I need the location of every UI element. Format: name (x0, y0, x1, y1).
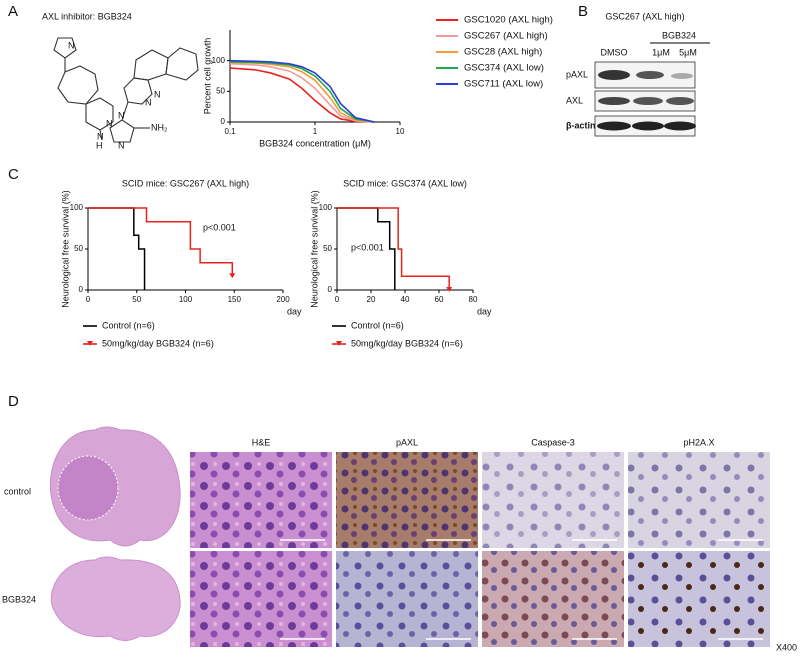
legend-label: 50mg/kg/day BGB324 (n=6) (351, 338, 463, 348)
censor-marker (446, 287, 453, 292)
row-label: pAXL (566, 69, 588, 79)
annotation: p<0.001 (203, 222, 236, 232)
y-tick-label: 50 (74, 244, 83, 253)
annotation: p<0.001 (351, 242, 384, 252)
atom-label: N (106, 118, 113, 128)
survival-curve (88, 207, 234, 277)
row-label: control (4, 486, 31, 496)
x-tick-label: 0 (86, 295, 91, 304)
x-tick-label: 40 (401, 295, 410, 304)
lane-label: 1μM (652, 47, 670, 57)
column-label: H&E (252, 437, 271, 447)
y-tick-label: 100 (212, 56, 226, 65)
panel-label: C (8, 166, 19, 183)
magnification: X400 (776, 642, 797, 652)
blot-treatment: BGB324 (662, 30, 696, 40)
lane-label: 5μM (679, 47, 697, 57)
x-axis-label: BGB324 concentration (μM) (259, 138, 371, 148)
atom-label: N (154, 89, 161, 99)
axis (87, 208, 283, 291)
legend-label: 50mg/kg/day BGB324 (n=6) (102, 338, 214, 348)
x-tick-label: 150 (228, 295, 242, 304)
row-label: AXL (566, 95, 583, 105)
y-tick-label: 0 (221, 117, 226, 126)
line (229, 61, 375, 123)
panel-label: A (8, 3, 18, 20)
x-tick-label: 50 (132, 295, 141, 304)
y-tick-label: 0 (328, 285, 333, 294)
x-tick-label: 0.1 (224, 127, 236, 136)
y-axis-label: Neurological free survival (%) (309, 190, 319, 308)
column-label: pH2A.X (683, 437, 714, 447)
legend-marker (87, 341, 93, 346)
legend-label: Control (n=6) (102, 320, 155, 330)
y-tick-label: 100 (319, 203, 333, 212)
chart-title: SCID mice: GSC267 (AXL high) (122, 178, 249, 188)
panel-label: D (8, 393, 19, 410)
line (229, 67, 375, 123)
panel-label: B (578, 3, 588, 20)
x-tick-label: 100 (179, 295, 193, 304)
y-axis-label: Percent cell growth (202, 38, 212, 115)
atom-label: NH₂ (151, 122, 168, 132)
legend-label: GSC711 (AXL low) (464, 79, 543, 90)
x-tick-label: 60 (435, 295, 444, 304)
row-label: β-actin (566, 120, 596, 130)
y-tick-label: 0 (79, 285, 84, 294)
x-tick-label: 1 (313, 127, 318, 136)
line (229, 59, 375, 123)
y-axis-label: Neurological free survival (%) (60, 190, 70, 308)
line (229, 62, 375, 123)
line (229, 61, 375, 123)
x-tick-label: 10 (396, 127, 405, 136)
legend-label: GSC1020 (AXL high) (464, 15, 553, 26)
x-tick-label: 0 (335, 295, 340, 304)
x-tick-label: 20 (367, 295, 376, 304)
lane-label: DMSO (601, 47, 628, 57)
structure-title: AXL inhibitor: BGB324 (42, 11, 132, 21)
atom-label: N (118, 110, 125, 120)
atom-label: N (97, 131, 104, 141)
blot-title: GSC267 (AXL high) (605, 11, 684, 21)
brain-section (49, 426, 181, 641)
chemical-structure (53, 37, 199, 143)
x-tick-label: 80 (469, 295, 478, 304)
survival-curve (88, 207, 146, 290)
atom-label: N (118, 140, 125, 150)
x-axis-label: day (477, 306, 492, 316)
column-label: pAXL (396, 437, 418, 447)
survival-curve (337, 207, 450, 290)
blot (594, 61, 696, 137)
y-tick-label: 50 (323, 244, 332, 253)
chart-title: SCID mice: GSC374 (AXL low) (343, 178, 467, 188)
micrographs (190, 452, 770, 647)
legend-label: GSC374 (AXL low) (464, 63, 544, 74)
legend-label: GSC267 (AXL high) (464, 31, 548, 42)
censor-marker (229, 273, 236, 279)
x-axis-label: day (287, 306, 302, 316)
legend-marker (336, 341, 342, 346)
legend-label: Control (n=6) (351, 320, 404, 330)
legend-label: GSC28 (AXL high) (464, 47, 542, 58)
atom-label: N (68, 40, 75, 50)
row-label: BGB324 (2, 594, 36, 604)
y-tick-label: 50 (216, 86, 225, 95)
x-tick-label: 200 (276, 295, 290, 304)
y-tick-label: 100 (70, 203, 84, 212)
column-label: Caspase-3 (531, 437, 575, 447)
atom-label: H (96, 140, 103, 150)
atom-label: N (145, 97, 152, 107)
